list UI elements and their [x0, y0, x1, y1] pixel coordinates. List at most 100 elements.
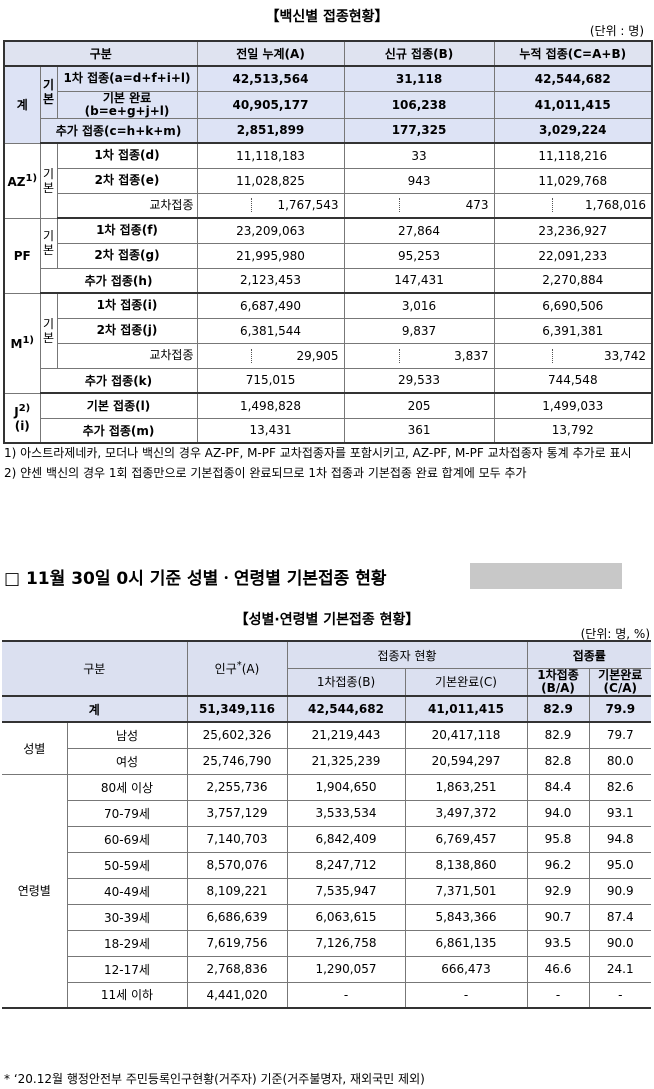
header-cell: 기본완료 (C/A) — [588, 668, 652, 697]
pop-sup: * — [236, 660, 242, 671]
row-label: 2차 접종(e) — [56, 167, 198, 194]
row: 11세 이하 4,441,020- - - - — [2, 981, 652, 1009]
header-cell: 1차접종(B) — [287, 668, 406, 697]
value: 41,011,415 — [404, 695, 528, 723]
value: 25,746,790 — [186, 747, 288, 775]
row: 성별 남성 25,602,326 21,219,443 20,417,118 82.9 79… — [2, 721, 652, 775]
value: 51,349,116 — [186, 695, 288, 723]
row-label: 30-39세 — [67, 903, 188, 931]
row-label: 60-69세 — [67, 825, 188, 853]
value: 666,473 — [404, 955, 528, 983]
row: 추가 접종(m) 13,431 361 13,792 — [4, 417, 653, 444]
basic-cell: 기본 — [39, 217, 58, 269]
value: 93.5 — [526, 929, 590, 957]
notes: 1) 아스트라제네카, 모더나 백신의 경우 AZ-PF, M-PF 교차접종자… — [4, 443, 645, 483]
group-sup: 2) — [18, 402, 31, 414]
total-row: 계 51,349,116 42,544,682 41,011,415 82.9 79.9 — [2, 695, 652, 723]
row: J2) (i) 기본 접종(l) 1,498,828 205 1,499,033 — [3, 392, 653, 444]
value: 90.0 — [588, 929, 652, 957]
row: 교차접종 29,905 3,837 33,742 — [4, 342, 653, 369]
value: 93.1 — [588, 799, 652, 827]
value: 90.9 — [588, 877, 652, 905]
value: 40,905,177 — [196, 90, 345, 119]
value: 6,391,381 — [493, 317, 653, 344]
value: 2,851,899 — [196, 117, 345, 144]
row-label: 2차 접종(j) — [56, 317, 198, 344]
value: 23,209,063 — [196, 217, 345, 244]
pop-suffix: (A) — [241, 662, 260, 676]
row-label: 11세 이하 — [67, 981, 188, 1009]
row: 60-69세 7,140,703 6,842,409 6,769,457 95.8 94.… — [2, 825, 652, 853]
row-label: 남성 — [66, 721, 188, 749]
note: 2) 얀센 백신의 경우 1회 접종만으로 기본접종이 완료되므로 1차 접종과… — [4, 466, 527, 480]
group-sup: 1) — [22, 335, 34, 346]
value: 94.0 — [526, 799, 590, 827]
value: 23,236,927 — [493, 217, 653, 244]
row: 여성 25,746,790 21,325,239 20,594,297 82.8 80.0 — [2, 747, 652, 775]
value: 4,441,020 — [186, 981, 288, 1009]
value: 21,219,443 — [286, 721, 406, 749]
value: 25,602,326 — [186, 721, 288, 749]
row: 추가 접종(h) 2,123,453 147,431 2,270,884 — [4, 267, 653, 294]
vaccine-table: 구분 전일 누계(A) 신규 접종(B) 누적 접종(C=A+B) 계 기본 1차 접종(… — [3, 40, 654, 444]
value: 79.7 — [588, 721, 652, 749]
header-cell: 접종자 현황 — [286, 640, 528, 669]
row: 기본 완료 (b=e+g+j+l) 40,905,177 106,238 41,011… — [4, 90, 653, 119]
value: 24.1 — [588, 955, 652, 983]
header-cell: 누적 접종(C=A+B) — [493, 40, 653, 67]
value: 7,140,703 — [186, 825, 288, 853]
header-cell: 구분 — [2, 640, 188, 697]
value: 82.8 — [526, 747, 590, 775]
value: 46.6 — [526, 955, 590, 983]
row-label: 12-17세 — [67, 955, 188, 983]
value: 6,690,506 — [493, 292, 653, 319]
row-label: 1차 접종(a=d+f+i+l) — [56, 65, 198, 92]
table1-unit: (단위 : 명) — [589, 24, 644, 38]
value: 11,029,768 — [493, 167, 653, 194]
row-label: 교차접종 — [56, 342, 198, 369]
row-label: 80세 이상 — [66, 773, 188, 801]
value: 8,570,076 — [186, 851, 288, 879]
value: 20,594,297 — [404, 747, 528, 775]
value: 7,126,758 — [286, 929, 406, 957]
value: 8,138,860 — [404, 851, 528, 879]
header-row: 1차접종(B) 기본완료(C) 1차접종 (B/A) 기본완료 (C/A) — [2, 668, 652, 697]
value: 7,535,947 — [286, 877, 406, 905]
row: 12-17세 2,768,836 1,290,057 666,473 46.6 24.1 — [2, 955, 652, 983]
value: 13,431 — [196, 417, 345, 444]
row-label: 2차 접종(g) — [56, 242, 198, 269]
value: 95.0 — [588, 851, 652, 879]
row: 추가 접종(c=h+k+m) 2,851,899 177,325 3,029,224 — [4, 117, 653, 144]
row-label: 추가 접종(m) — [39, 417, 198, 444]
value: 80.0 — [588, 747, 652, 775]
value: 41,011,415 — [493, 90, 653, 119]
value: 3,837 — [398, 348, 491, 363]
value: 6,686,639 — [186, 903, 288, 931]
value: 6,063,615 — [286, 903, 406, 931]
group-name: M — [10, 337, 23, 351]
value: 90.7 — [526, 903, 590, 931]
value: 21,325,239 — [286, 747, 406, 775]
value: 11,118,216 — [493, 142, 653, 169]
row-label: 70-79세 — [67, 799, 188, 827]
value: 5,843,366 — [404, 903, 528, 931]
value-cell: 473 — [343, 192, 495, 219]
header-cell: 인구*(A) — [186, 640, 288, 697]
value: 7,371,501 — [404, 877, 528, 905]
row-label: 교차접종 — [56, 192, 198, 219]
value: 1,767,543 — [250, 198, 341, 213]
redacted-box — [470, 563, 622, 589]
value: 2,255,736 — [186, 773, 288, 801]
row-label: 추가 접종(c=h+k+m) — [39, 117, 198, 144]
value: 6,769,457 — [404, 825, 528, 853]
row: PF 기본 1차 접종(f) 23,209,063 27,864 23,236,927 — [3, 217, 653, 294]
value: 27,864 — [343, 217, 495, 244]
value: - — [526, 981, 590, 1009]
value: 29,905 — [250, 348, 341, 363]
group-name: 계 — [16, 98, 28, 113]
value: 6,687,490 — [196, 292, 345, 319]
group-name: 연령별 — [2, 773, 68, 1009]
row: 18-29세 7,619,756 7,126,758 6,861,135 93.5 90.… — [2, 929, 652, 957]
row: 2차 접종(j) 6,381,544 9,837 6,391,381 — [4, 317, 653, 344]
